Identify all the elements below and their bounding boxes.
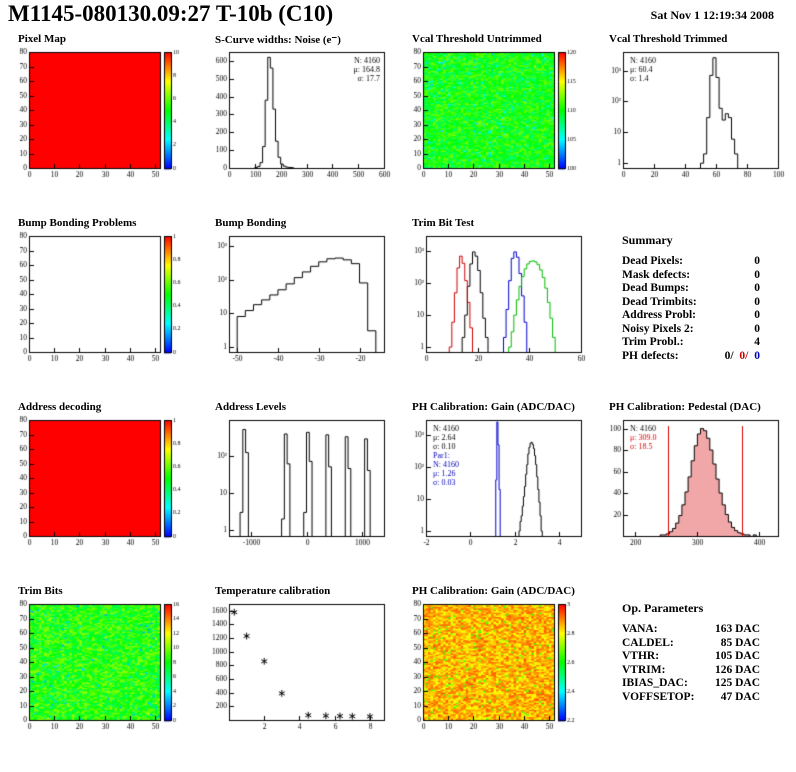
summary-row: Noisy Pixels 2: 0 <box>622 323 760 337</box>
summary-label: Dead Bumps: <box>622 282 689 294</box>
plot-title: Temperature calibration <box>215 585 331 597</box>
summary-row: Dead Pixels: 0 <box>622 255 760 269</box>
plot-title: PH Calibration: Pedestal (DAC) <box>609 401 761 413</box>
panel-ph-gain-fit: PH Calibration: Gain (ADC/DAC) <box>399 401 596 585</box>
address-decoding-heatmap <box>5 414 195 552</box>
summary-value: 4 <box>754 336 760 348</box>
vcal-trimmed-histogram <box>596 46 786 184</box>
plot-title: S-Curve widths: Noise (e⁻) <box>215 34 341 46</box>
summary-label: Mask defects: <box>622 268 691 281</box>
panel-summary: Summary Dead Pixels: 0 Mask defects: 0 D… <box>596 217 793 401</box>
trim-bits-heatmap <box>5 598 195 736</box>
plot-title: Vcal Threshold Trimmed <box>609 33 728 45</box>
panel-address-decoding: Address decoding <box>5 401 202 585</box>
summary-row: Dead Bumps: 0 <box>622 282 760 296</box>
op-param-row: VTHR: 105 DAC <box>622 650 760 664</box>
summary-title: Summary <box>622 233 673 247</box>
panel-op-parameters: Op. Parameters VANA: 163 DAC CALDEL: 85 … <box>596 585 793 769</box>
panel-ph-pedestal: PH Calibration: Pedestal (DAC) <box>596 401 793 585</box>
panel-vcal-threshold-trimmed: Vcal Threshold Trimmed <box>596 33 793 217</box>
panel-address-levels: Address Levels <box>202 401 399 585</box>
panel-pixel-map: Pixel Map <box>5 33 202 217</box>
op-param-value: 85 DAC <box>720 636 760 649</box>
plot-title: Address decoding <box>18 401 102 413</box>
vcal-untrimmed-heatmap <box>399 46 589 184</box>
address-levels-histogram <box>202 414 392 552</box>
summary-label: Dead Pixels: <box>622 255 684 267</box>
plot-title: Trim Bit Test <box>412 217 475 229</box>
panel-trim-bit-test: Trim Bit Test <box>399 217 596 401</box>
pixel-map-heatmap <box>5 46 195 184</box>
summary-label: Address Probl: <box>622 309 697 321</box>
summary-value: 0 <box>754 295 760 308</box>
ph-defects-blue: 0 <box>754 349 760 362</box>
ph-pedestal-histogram <box>596 414 786 552</box>
summary-row: Trim Probl.: 4 <box>622 336 760 350</box>
summary-value: 0 <box>754 309 760 321</box>
op-param-value: 163 DAC <box>714 623 760 635</box>
panel-temperature-calibration: Temperature calibration <box>202 585 399 769</box>
panel-ph-gain-map: PH Calibration: Gain (ADC/DAC) <box>399 585 596 769</box>
summary-label: PH defects: <box>622 349 679 362</box>
panel-trim-bits: Trim Bits <box>5 585 202 769</box>
plot-title: Address Levels <box>215 401 286 413</box>
ph-defects-red: 0/ <box>739 349 749 362</box>
op-param-label: VTHR: <box>622 650 660 662</box>
op-param-row: IBIAS_DAC: 125 DAC <box>622 677 760 691</box>
panel-bump-bonding-problems: Bump Bonding Problems <box>5 217 202 401</box>
summary-value: 0 <box>754 255 760 267</box>
temperature-calibration-scatter <box>202 598 392 736</box>
op-param-value: 125 DAC <box>714 677 760 689</box>
panel-vcal-threshold-untrimmed: Vcal Threshold Untrimmed <box>399 33 596 217</box>
op-param-row: CALDEL: 85 DAC <box>622 637 760 651</box>
summary-value: 0 <box>754 322 760 335</box>
plot-title: Trim Bits <box>18 585 63 597</box>
plot-title: Bump Bonding <box>215 217 287 229</box>
plot-title: Vcal Threshold Untrimmed <box>412 33 542 45</box>
scurve-noise-histogram <box>202 46 392 184</box>
trim-bit-test-histogram <box>399 230 589 368</box>
plot-title: PH Calibration: Gain (ADC/DAC) <box>412 401 575 413</box>
ph-defects-black: 0/ <box>724 349 734 362</box>
op-param-row: VANA: 163 DAC <box>622 623 760 637</box>
summary-value: 0 <box>754 268 760 281</box>
timestamp: Sat Nov 1 12:19:34 2008 <box>650 8 774 22</box>
op-param-label: VANA: <box>622 623 658 635</box>
summary-value: 0 <box>754 282 760 294</box>
op-parameters-title: Op. Parameters <box>622 601 704 615</box>
report-header: M1145-080130.09:27 T-10b (C10) Sat Nov 1… <box>0 0 796 33</box>
op-param-value: 105 DAC <box>714 650 760 662</box>
op-param-row: VOFFSETOP: 47 DAC <box>622 691 760 705</box>
op-param-value: 126 DAC <box>714 663 760 676</box>
plot-grid: Pixel Map S-Curve widths: Noise (e⁻) Vca… <box>0 33 796 769</box>
plot-title: Pixel Map <box>18 33 66 45</box>
ph-gain-heatmap <box>399 598 589 736</box>
summary-label: Dead Trimbits: <box>622 295 697 308</box>
summary-row: Address Probl: 0 <box>622 309 760 323</box>
summary-row: Dead Trimbits: 0 <box>622 296 760 310</box>
bump-bonding-problems-map <box>5 230 195 368</box>
plot-title: Bump Bonding Problems <box>18 217 137 229</box>
ph-defects-values: 0/ 0/ 0 <box>722 350 760 364</box>
op-param-label: CALDEL: <box>622 636 674 649</box>
plot-title: PH Calibration: Gain (ADC/DAC) <box>412 585 575 597</box>
ph-gain-histogram <box>399 414 589 552</box>
bump-bonding-histogram <box>202 230 392 368</box>
op-param-label: VOFFSETOP: <box>622 690 695 703</box>
panel-bump-bonding: Bump Bonding <box>202 217 399 401</box>
summary-row-ph-defects: PH defects: 0/ 0/ 0 <box>622 350 760 364</box>
op-param-label: IBIAS_DAC: <box>622 677 688 689</box>
op-param-row: VTRIM: 126 DAC <box>622 664 760 678</box>
panel-scurve-noise: S-Curve widths: Noise (e⁻) <box>202 33 399 217</box>
summary-label: Trim Probl.: <box>622 336 684 348</box>
summary-label: Noisy Pixels 2: <box>622 322 694 335</box>
page-title: M1145-080130.09:27 T-10b (C10) <box>8 1 334 26</box>
op-param-value: 47 DAC <box>720 690 760 703</box>
op-param-label: VTRIM: <box>622 663 666 676</box>
summary-row: Mask defects: 0 <box>622 269 760 283</box>
